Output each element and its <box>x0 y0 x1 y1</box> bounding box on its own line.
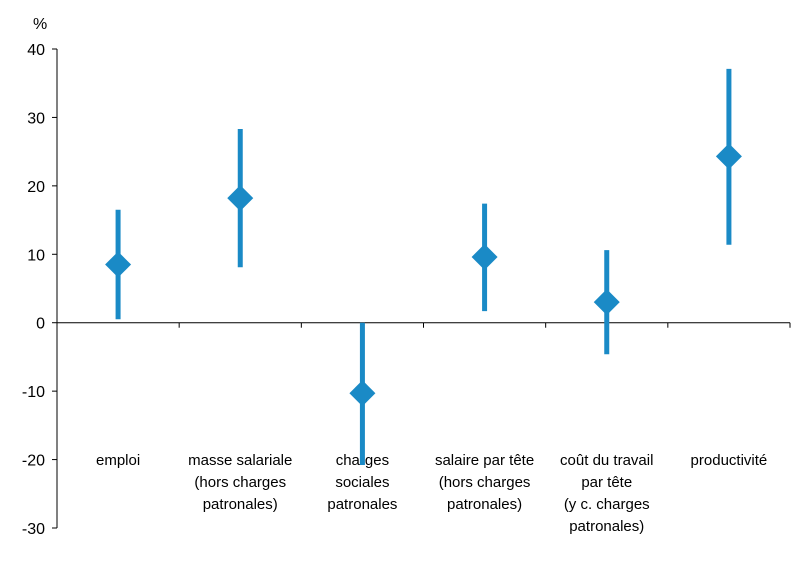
category-label: masse salariale (hors charges patronales) <box>188 452 292 513</box>
category-label: salaire par tête (hors charges patronales) <box>435 452 534 513</box>
data-point-marker <box>593 289 620 316</box>
data-point-marker <box>471 244 498 271</box>
category-label-line: sociales <box>335 474 389 491</box>
category-label-line: patronales) <box>203 496 278 513</box>
category-label-line: (hors charges <box>194 474 286 491</box>
data-point-marker <box>715 143 742 170</box>
data-point-marker <box>349 380 376 407</box>
y-tick-label: 40 <box>27 42 45 59</box>
category-label-line: salaire par tête <box>435 452 534 469</box>
category-label-line: coût du travail <box>560 452 653 469</box>
y-tick-label: 10 <box>27 247 45 264</box>
category-label-line: patronales) <box>569 518 644 535</box>
category-label-line: productivité <box>691 452 768 469</box>
category-label-line: patronales <box>327 496 397 513</box>
y-unit-label: % <box>33 16 47 33</box>
y-tick-label: -10 <box>22 384 45 401</box>
category-label-line: patronales) <box>447 496 522 513</box>
data-point-marker <box>105 251 132 278</box>
category-label: emploi <box>96 452 140 469</box>
category-label-line: (hors charges <box>439 474 531 491</box>
y-tick-label: 30 <box>27 110 45 127</box>
category-label-line: par tête <box>581 474 632 491</box>
category-label-line: (y c. charges <box>564 496 650 513</box>
y-tick-label: -30 <box>22 521 45 538</box>
data-point-marker <box>227 185 254 212</box>
y-tick-label: 0 <box>36 316 45 333</box>
category-label: coût du travail par tête (y c. charges patr… <box>560 452 653 535</box>
category-label-line: masse salariale <box>188 452 292 469</box>
y-tick-label: 20 <box>27 179 45 196</box>
category-label-line: emploi <box>96 452 140 469</box>
category-label: productivité <box>691 452 768 469</box>
y-tick-label: -20 <box>22 453 45 470</box>
